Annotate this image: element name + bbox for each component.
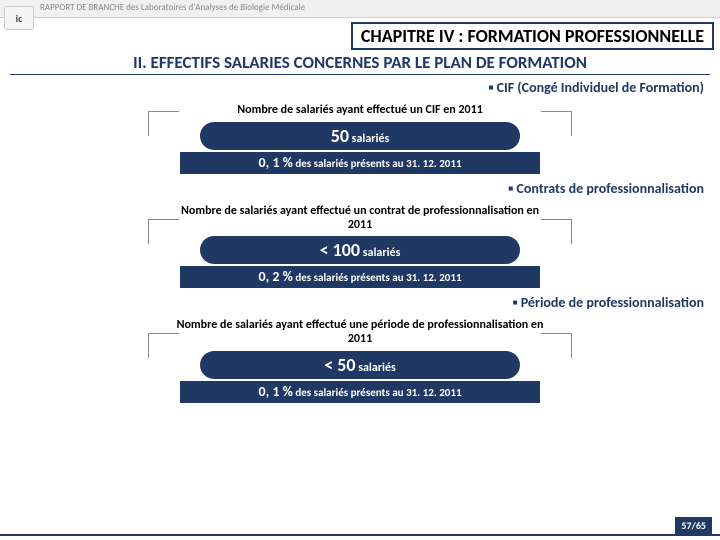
subheading-contrats: Contrats de professionnalisation xyxy=(0,180,704,197)
block-contrats: Nombre de salariés ayant effectué un con… xyxy=(170,203,550,289)
section-title: II. EFFECTIFS SALARIES CONCERNES PAR LE … xyxy=(10,52,710,75)
chapter-banner: CHAPITRE IV : FORMATION PROFESSIONNELLE xyxy=(0,22,714,50)
report-topbar: RAPPORT DE BRANCHE des Laboratoires d'An… xyxy=(0,0,720,18)
value-unit: salariés xyxy=(352,132,390,146)
page-number-badge: 57/65 xyxy=(675,517,712,534)
value-number: < 100 xyxy=(320,239,360,261)
value-number: 50 xyxy=(331,125,349,147)
subheading-cif: CIF (Congé Individuel de Formation) xyxy=(0,79,704,96)
block-label: Nombre de salariés ayant effectué une pé… xyxy=(170,317,550,349)
subheading-periode: Période de professionnalisation xyxy=(0,294,704,311)
percent-bar: 0, 1 % des salariés présents au 31. 12. … xyxy=(180,152,540,174)
value-pill: < 50 salariés xyxy=(200,351,520,379)
value-unit: salariés xyxy=(363,246,401,260)
value-number: < 50 xyxy=(324,354,355,376)
percent-value: 0, 2 % xyxy=(258,268,292,285)
logo: ic xyxy=(4,6,34,30)
block-label: Nombre de salariés ayant effectué un CIF… xyxy=(170,102,550,120)
value-pill: < 100 salariés xyxy=(200,236,520,264)
percent-bar: 0, 1 % des salariés présents au 31. 12. … xyxy=(180,381,540,403)
percent-bar: 0, 2 % des salariés présents au 31. 12. … xyxy=(180,266,540,288)
percent-text: des salariés présents au 31. 12. 2011 xyxy=(295,386,461,399)
footer-rule xyxy=(0,534,720,536)
value-pill: 50 salariés xyxy=(200,122,520,150)
block-label: Nombre de salariés ayant effectué un con… xyxy=(170,203,550,235)
percent-value: 0, 1 % xyxy=(258,383,292,400)
percent-text: des salariés présents au 31. 12. 2011 xyxy=(295,271,461,284)
percent-value: 0, 1 % xyxy=(258,154,292,171)
value-unit: salariés xyxy=(358,361,396,375)
block-cif: Nombre de salariés ayant effectué un CIF… xyxy=(170,102,550,174)
block-periode: Nombre de salariés ayant effectué une pé… xyxy=(170,317,550,403)
chapter-title: CHAPITRE IV : FORMATION PROFESSIONNELLE xyxy=(351,22,714,50)
percent-text: des salariés présents au 31. 12. 2011 xyxy=(295,157,461,170)
